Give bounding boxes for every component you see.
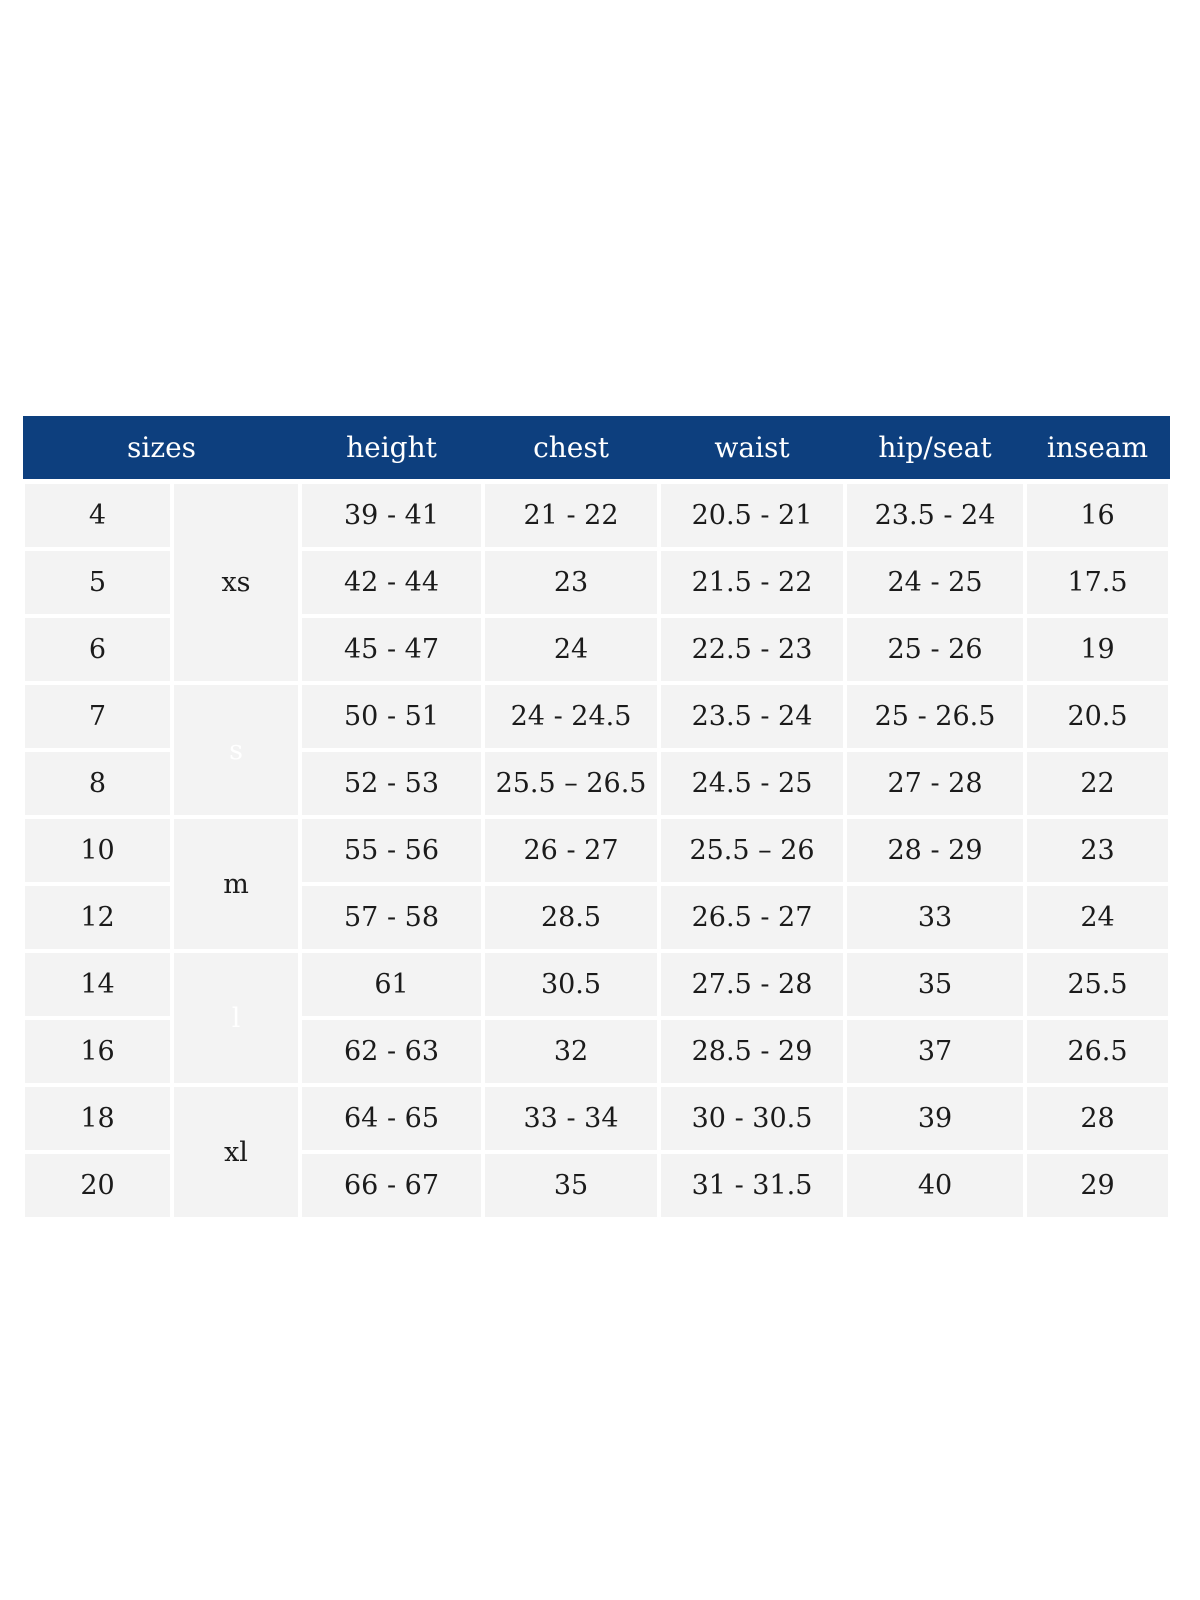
header-height: height (300, 416, 484, 482)
hip-seat-cell: 37 (845, 1018, 1026, 1085)
chest-cell: 28.5 (483, 884, 660, 951)
inseam-cell: 22 (1025, 750, 1171, 817)
size-number-cell: 5 (23, 549, 172, 616)
hip-seat-cell: 24 - 25 (845, 549, 1026, 616)
height-cell: 45 - 47 (300, 616, 484, 683)
height-cell: 64 - 65 (300, 1085, 484, 1152)
chest-cell: 24 (483, 616, 660, 683)
waist-cell: 31 - 31.5 (659, 1152, 846, 1219)
waist-cell: 23.5 - 24 (659, 683, 846, 750)
size-group-label: l (172, 951, 301, 1085)
size-group-label: xs (172, 482, 301, 683)
hip-seat-cell: 40 (845, 1152, 1026, 1219)
size-number-cell: 10 (23, 817, 172, 884)
hip-seat-cell: 25 - 26 (845, 616, 1026, 683)
chest-cell: 23 (483, 549, 660, 616)
waist-cell: 28.5 - 29 (659, 1018, 846, 1085)
table-row: 12 57 - 58 28.5 26.5 - 27 33 24 (23, 884, 1171, 951)
hip-seat-cell: 25 - 26.5 (845, 683, 1026, 750)
table-row: 14 l 61 30.5 27.5 - 28 35 25.5 (23, 951, 1171, 1085)
height-cell: 50 - 51 (300, 683, 484, 750)
height-cell: 57 - 58 (300, 884, 484, 951)
waist-cell: 26.5 - 27 (659, 884, 846, 951)
header-row: sizes height chest waist hip/seat inseam (23, 416, 1171, 482)
height-cell: 39 - 41 (300, 482, 484, 549)
height-cell: 42 - 44 (300, 549, 484, 616)
inseam-cell: 24 (1025, 884, 1171, 951)
table-row: 10 m 55 - 56 26 - 27 25.5 – 26 28 - 29 23 (23, 817, 1171, 951)
hip-seat-cell: 28 - 29 (845, 817, 1026, 884)
inseam-cell: 23 (1025, 817, 1171, 884)
inseam-cell: 29 (1025, 1152, 1171, 1219)
hip-seat-cell: 23.5 - 24 (845, 482, 1026, 549)
table-row: 20 66 - 67 35 31 - 31.5 40 29 (23, 1152, 1171, 1219)
chest-cell: 21 - 22 (483, 482, 660, 549)
chest-cell: 32 (483, 1018, 660, 1085)
size-number-cell: 16 (23, 1018, 172, 1085)
table-row: 4 xs 39 - 41 21 - 22 20.5 - 21 23.5 - 24 16 (23, 482, 1171, 683)
inseam-cell: 17.5 (1025, 549, 1171, 616)
size-number-cell: 6 (23, 616, 172, 683)
header-sizes: sizes (23, 416, 301, 482)
waist-cell: 27.5 - 28 (659, 951, 846, 1018)
waist-cell: 20.5 - 21 (659, 482, 846, 549)
header-waist: waist (659, 416, 846, 482)
table-row: 16 62 - 63 32 28.5 - 29 37 26.5 (23, 1018, 1171, 1085)
size-number-cell: 18 (23, 1085, 172, 1152)
height-cell: 61 (300, 951, 484, 1018)
size-number-cell: 8 (23, 750, 172, 817)
size-number-cell: 4 (23, 482, 172, 549)
inseam-cell: 20.5 (1025, 683, 1171, 750)
hip-seat-cell: 39 (845, 1085, 1026, 1152)
chest-cell: 26 - 27 (483, 817, 660, 884)
table-row: 8 52 - 53 25.5 – 26.5 24.5 - 25 27 - 28 22 (23, 750, 1171, 817)
table-row: 6 45 - 47 24 22.5 - 23 25 - 26 19 (23, 616, 1171, 683)
waist-cell: 30 - 30.5 (659, 1085, 846, 1152)
chest-cell: 30.5 (483, 951, 660, 1018)
height-cell: 66 - 67 (300, 1152, 484, 1219)
waist-cell: 25.5 – 26 (659, 817, 846, 884)
chest-cell: 33 - 34 (483, 1085, 660, 1152)
height-cell: 55 - 56 (300, 817, 484, 884)
inseam-cell: 19 (1025, 616, 1171, 683)
hip-seat-cell: 27 - 28 (845, 750, 1026, 817)
chest-cell: 25.5 – 26.5 (483, 750, 660, 817)
size-group-label: xl (172, 1085, 301, 1219)
inseam-cell: 25.5 (1025, 951, 1171, 1018)
size-number-cell: 14 (23, 951, 172, 1018)
size-chart-container: sizes height chest waist hip/seat inseam… (23, 416, 1171, 1219)
header-hip-seat: hip/seat (845, 416, 1026, 482)
size-number-cell: 20 (23, 1152, 172, 1219)
waist-cell: 22.5 - 23 (659, 616, 846, 683)
size-table-body: 4 xs 39 - 41 21 - 22 20.5 - 21 23.5 - 24 16 5 42… (23, 482, 1171, 1219)
inseam-cell: 28 (1025, 1085, 1171, 1152)
chest-cell: 35 (483, 1152, 660, 1219)
inseam-cell: 16 (1025, 482, 1171, 549)
size-number-cell: 7 (23, 683, 172, 750)
size-group-label: m (172, 817, 301, 951)
size-chart-table: sizes height chest waist hip/seat inseam… (23, 416, 1171, 1219)
size-group-label: s (172, 683, 301, 817)
waist-cell: 24.5 - 25 (659, 750, 846, 817)
chest-cell: 24 - 24.5 (483, 683, 660, 750)
height-cell: 52 - 53 (300, 750, 484, 817)
header-inseam: inseam (1025, 416, 1171, 482)
size-number-cell: 12 (23, 884, 172, 951)
table-row: 18 xl 64 - 65 33 - 34 30 - 30.5 39 28 (23, 1085, 1171, 1219)
table-row: 5 42 - 44 23 21.5 - 22 24 - 25 17.5 (23, 549, 1171, 616)
waist-cell: 21.5 - 22 (659, 549, 846, 616)
inseam-cell: 26.5 (1025, 1018, 1171, 1085)
hip-seat-cell: 33 (845, 884, 1026, 951)
height-cell: 62 - 63 (300, 1018, 484, 1085)
table-row: 7 s 50 - 51 24 - 24.5 23.5 - 24 25 - 26.5 20.5 (23, 683, 1171, 817)
header-chest: chest (483, 416, 660, 482)
hip-seat-cell: 35 (845, 951, 1026, 1018)
